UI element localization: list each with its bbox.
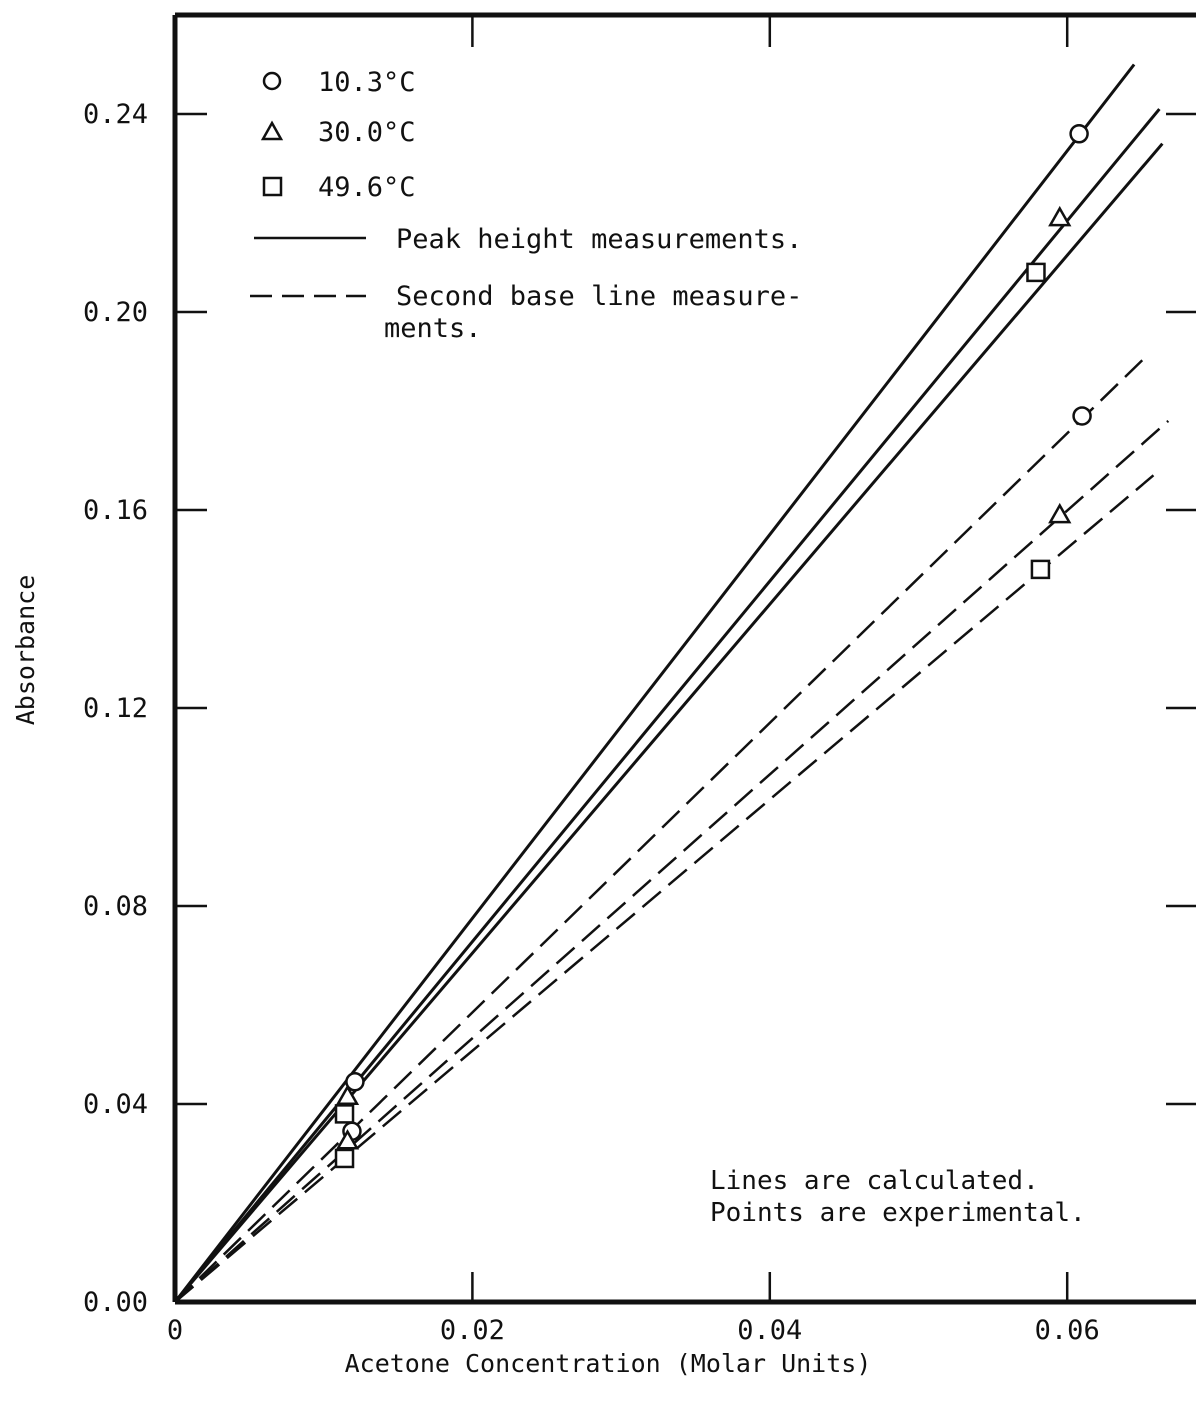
legend-label-circle: 10.3°C [318,67,416,98]
y-tick-label-0: 0.00 [83,1287,148,1318]
legend-label-dashed-line2: ments. [384,313,482,344]
series-line-solid-circle [173,63,1136,1303]
x-tick-label-3: 0.06 [1035,1315,1100,1346]
data-point-solid-triangle-1 [1048,205,1072,227]
series-line-dashed-circle [174,355,1147,1303]
x-tick-label-1: 0.02 [440,1315,505,1346]
legend-item-circle: 10.3°C [262,67,416,98]
data-point-dashed-triangle-0 [335,1129,360,1150]
square-marker-icon [262,176,283,197]
tick-labels: 0.00 0.04 0.08 0.12 0.16 0.20 0.24 0 0.02 0.04 0.0… [83,99,1100,1346]
data-point-solid-square-0 [334,1104,355,1124]
y-tick-label-4: 0.16 [83,495,148,526]
tick-marks [175,15,1196,1302]
triangle-marker-icon [260,120,284,141]
y-tick-label-6: 0.24 [83,99,148,130]
data-point-solid-triangle-0 [335,1084,360,1105]
y-axis-title: Absorbance [11,575,40,726]
x-tick-label-2: 0.04 [737,1315,802,1346]
legend-label-solid: Peak height measurements. [396,224,802,255]
y-tick-label-2: 0.08 [83,891,148,922]
legend-item-dashed: Second base line measure- ments. [250,281,802,344]
annotation-line-1: Lines are calculated. [710,1166,1039,1196]
data-point-solid-circle-1 [1069,124,1089,144]
series-line-solid-square [173,142,1164,1303]
legend: 10.3°C 30.0°C 49.6°C Peak height measure… [250,67,802,344]
legend-item-solid: Peak height measurements. [254,224,802,255]
legend-item-triangle: 30.0°C [260,117,416,148]
circle-marker-icon [262,71,282,91]
legend-label-triangle: 30.0°C [318,117,416,148]
legend-label-square: 49.6°C [318,172,416,203]
x-axis-title: Acetone Concentration (Molar Units) [345,1349,872,1378]
legend-item-square: 49.6°C [262,172,416,203]
data-point-dashed-square-1 [1030,559,1051,580]
x-tick-label-0: 0 [167,1315,183,1346]
data-point-solid-circle-0 [345,1071,365,1092]
y-tick-label-1: 0.04 [83,1089,148,1120]
data-point-solid-square-1 [1026,262,1046,283]
data-point-dashed-square-0 [334,1148,355,1169]
y-tick-label-5: 0.20 [83,297,148,328]
data-markers [334,124,1092,1169]
y-tick-label-3: 0.12 [83,693,148,724]
legend-label-dashed-line1: Second base line measure- [396,281,802,312]
annotation: Lines are calculated. Points are experim… [710,1166,1086,1228]
plot-frame [172,12,1196,1305]
data-point-dashed-triangle-1 [1048,502,1072,524]
annotation-line-2: Points are experimental. [710,1198,1086,1228]
data-point-dashed-circle-1 [1072,406,1092,426]
